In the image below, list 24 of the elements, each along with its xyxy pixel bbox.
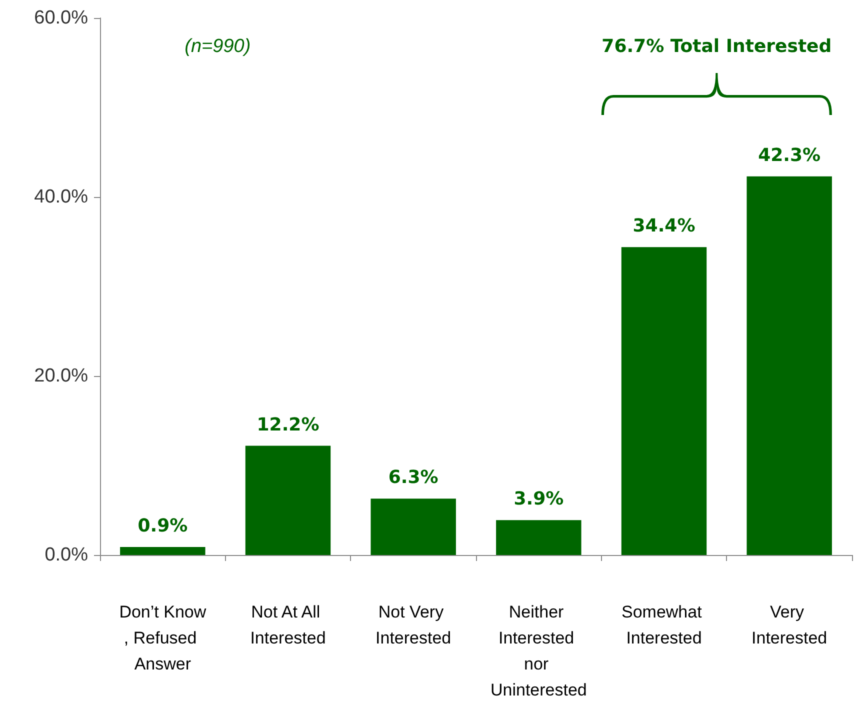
- y-tick-label: 40.0%: [34, 186, 88, 208]
- data-label: 3.9%: [514, 488, 564, 510]
- x-tick-label: Not At All Interested: [250, 602, 326, 648]
- bar: [746, 176, 832, 555]
- x-tick-label: Very Interested: [752, 602, 828, 648]
- data-label: 42.3%: [758, 144, 821, 166]
- x-tick-label: Somewhat Interested: [621, 602, 707, 648]
- bar: [120, 546, 206, 555]
- bar: [245, 446, 331, 555]
- annotation: 76.7% Total Interested: [602, 36, 832, 57]
- bar: [621, 247, 707, 555]
- annotation: (n=990): [184, 36, 251, 57]
- data-label: 12.2%: [256, 414, 320, 436]
- y-tick-label: 20.0%: [34, 366, 88, 386]
- data-label: 6.3%: [388, 467, 438, 488]
- x-tick-label: Not Very Interested: [376, 602, 452, 648]
- bar: [370, 498, 456, 555]
- data-label: 34.4%: [632, 216, 696, 237]
- y-tick-label: 60.0%: [34, 8, 88, 28]
- data-label: 0.9%: [138, 515, 188, 536]
- y-tick-label: 0.0%: [44, 544, 88, 566]
- bar: [496, 520, 582, 555]
- x-tick-label: Don’t Know, Refused Answer: [119, 602, 207, 674]
- x-tick-label: Neither Interested nor Uninterested: [490, 602, 587, 700]
